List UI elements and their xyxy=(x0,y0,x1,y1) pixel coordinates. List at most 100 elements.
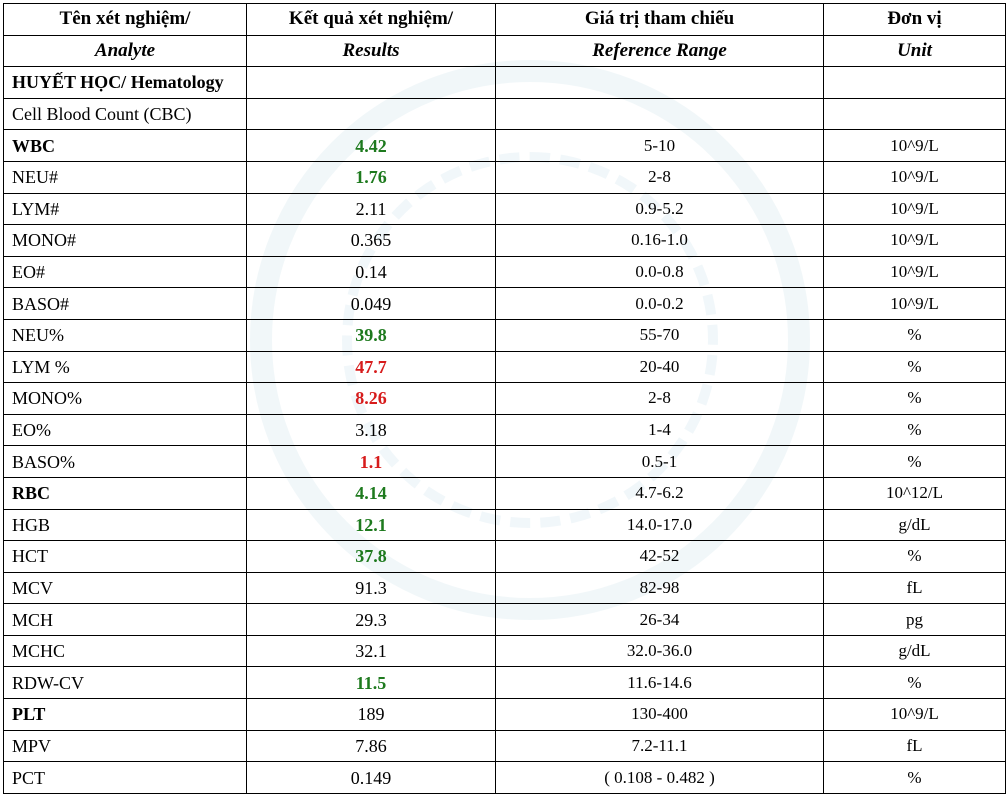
result-cell: 29.3 xyxy=(246,603,496,636)
unit-cell: fL xyxy=(823,571,1006,605)
result-cell: 39.8 xyxy=(246,318,496,352)
table-row: PCT 0.149( 0.108 - 0.482 )% xyxy=(3,761,1006,794)
unit-cell: % xyxy=(823,445,1006,478)
result-cell: 11.5 xyxy=(246,666,496,700)
header-reference-en: Reference Range xyxy=(495,34,824,68)
reference-cell: 11.6-14.6 xyxy=(495,666,824,700)
table-row: MPV 7.86 7.2-11.1 fL xyxy=(3,729,1006,763)
unit-cell: % xyxy=(823,350,1006,384)
subsection-title: Cell Blood Count (CBC) xyxy=(3,97,247,131)
analyte-cell: BASO% xyxy=(3,445,247,478)
result-cell: 47.7 xyxy=(246,350,496,384)
unit-cell: % xyxy=(823,761,1006,794)
table-row: RDW-CV 11.5 11.6-14.6% xyxy=(3,666,1006,700)
unit-cell: 10^9/L xyxy=(823,192,1006,226)
reference-cell: 5-10 xyxy=(495,129,824,162)
unit-cell: 10^9/L xyxy=(823,255,1006,289)
header-reference-vi: Giá trị tham chiếu xyxy=(495,3,824,36)
header-unit-en: Unit xyxy=(823,34,1006,68)
analyte-cell: HCT xyxy=(3,540,247,573)
analyte-cell: MCV xyxy=(3,571,247,605)
section-title: HUYẾT HỌC/ Hematology xyxy=(3,66,247,99)
result-cell: 0.365 xyxy=(246,224,496,257)
unit-cell: 10^9/L xyxy=(823,224,1006,257)
subsection-row: Cell Blood Count (CBC) xyxy=(3,97,1006,131)
table-row: MONO% 8.26 2-8% xyxy=(3,382,1006,415)
result-cell: 3.18 xyxy=(246,413,496,447)
result-cell: 2.11 xyxy=(246,192,496,226)
reference-cell: 130-400 xyxy=(495,698,824,731)
result-cell: 189 xyxy=(246,698,496,731)
analyte-cell: RBC xyxy=(3,476,247,510)
result-cell: 91.3 xyxy=(246,571,496,605)
unit-cell: % xyxy=(823,413,1006,447)
analyte-cell: MCHC xyxy=(3,634,247,668)
reference-cell: 2-8 xyxy=(495,382,824,415)
reference-cell: 1-4 xyxy=(495,413,824,447)
unit-cell: 10^9/L xyxy=(823,129,1006,162)
table-row: LYM % 47.7 20-40% xyxy=(3,350,1006,384)
reference-cell: 0.0-0.8 xyxy=(495,255,824,289)
result-cell: 32.1 xyxy=(246,634,496,668)
table-row: PLT 189 130-400 10^9/L xyxy=(3,698,1006,731)
unit-cell: fL xyxy=(823,729,1006,763)
analyte-cell: MCH xyxy=(3,603,247,636)
result-cell: 0.14 xyxy=(246,255,496,289)
table-row: BASO% 1.1 0.5-1% xyxy=(3,445,1006,478)
unit-cell: 10^9/L xyxy=(823,160,1006,194)
result-cell: 8.26 xyxy=(246,382,496,415)
table-row: MCH 29.3 26-34 pg xyxy=(3,603,1006,636)
result-cell: 7.86 xyxy=(246,729,496,763)
table-row: MONO# 0.365 0.16-1.0 10^9/L xyxy=(3,224,1006,257)
result-cell: 12.1 xyxy=(246,508,496,542)
header-analyte-en: Analyte xyxy=(3,34,247,68)
table-row: EO% 3.18 1-4% xyxy=(3,413,1006,447)
analyte-cell: NEU% xyxy=(3,318,247,352)
table-row: NEU% 39.8 55-70% xyxy=(3,318,1006,352)
reference-cell: 4.7-6.2 xyxy=(495,476,824,510)
result-cell: 37.8 xyxy=(246,540,496,573)
analyte-cell: LYM % xyxy=(3,350,247,384)
analyte-cell: BASO# xyxy=(3,287,247,320)
analyte-cell: PLT xyxy=(3,698,247,731)
reference-cell: 0.9-5.2 xyxy=(495,192,824,226)
analyte-cell: EO% xyxy=(3,413,247,447)
table-row: MCHC 32.1 32.0-36.0 g/dL xyxy=(3,634,1006,668)
unit-cell: g/dL xyxy=(823,508,1006,542)
table-row: WBC 4.42 5-10 10^9/L xyxy=(3,129,1006,162)
analyte-cell: LYM# xyxy=(3,192,247,226)
header-unit-vi: Đơn vị xyxy=(823,3,1006,36)
analyte-cell: MONO% xyxy=(3,382,247,415)
unit-cell: 10^12/L xyxy=(823,476,1006,510)
reference-cell: 7.2-11.1 xyxy=(495,729,824,763)
table-row: HGB 12.1 14.0-17.0 g/dL xyxy=(3,508,1006,542)
reference-cell: 0.0-0.2 xyxy=(495,287,824,320)
reference-cell: 32.0-36.0 xyxy=(495,634,824,668)
table-row: BASO# 0.049 0.0-0.2 10^9/L xyxy=(3,287,1006,320)
header-row-vi: Tên xét nghiệm/ Kết quả xét nghiệm/ Giá … xyxy=(3,3,1006,36)
analyte-cell: MONO# xyxy=(3,224,247,257)
unit-cell: 10^9/L xyxy=(823,287,1006,320)
analyte-cell: EO# xyxy=(3,255,247,289)
unit-cell: % xyxy=(823,666,1006,700)
table-row: RBC 4.14 4.7-6.2 10^12/L xyxy=(3,476,1006,510)
unit-cell: % xyxy=(823,382,1006,415)
result-cell: 1.1 xyxy=(246,445,496,478)
result-cell: 1.76 xyxy=(246,160,496,194)
result-cell: 0.049 xyxy=(246,287,496,320)
reference-cell: 26-34 xyxy=(495,603,824,636)
reference-cell: 0.16-1.0 xyxy=(495,224,824,257)
reference-cell: 82-98 xyxy=(495,571,824,605)
table-row: NEU# 1.76 2-8 10^9/L xyxy=(3,160,1006,194)
reference-cell: 2-8 xyxy=(495,160,824,194)
reference-cell: 42-52 xyxy=(495,540,824,573)
analyte-cell: WBC xyxy=(3,129,247,162)
header-analyte-vi: Tên xét nghiệm/ xyxy=(3,3,247,36)
result-cell: 4.14 xyxy=(246,476,496,510)
analyte-cell: MPV xyxy=(3,729,247,763)
header-results-en: Results xyxy=(246,34,496,68)
section-row: HUYẾT HỌC/ Hematology xyxy=(3,66,1006,99)
header-row-en: Analyte Results Reference Range Unit xyxy=(3,34,1006,68)
lab-results-table: Tên xét nghiệm/ Kết quả xét nghiệm/ Giá … xyxy=(3,3,1006,794)
result-cell: 0.149 xyxy=(246,761,496,794)
